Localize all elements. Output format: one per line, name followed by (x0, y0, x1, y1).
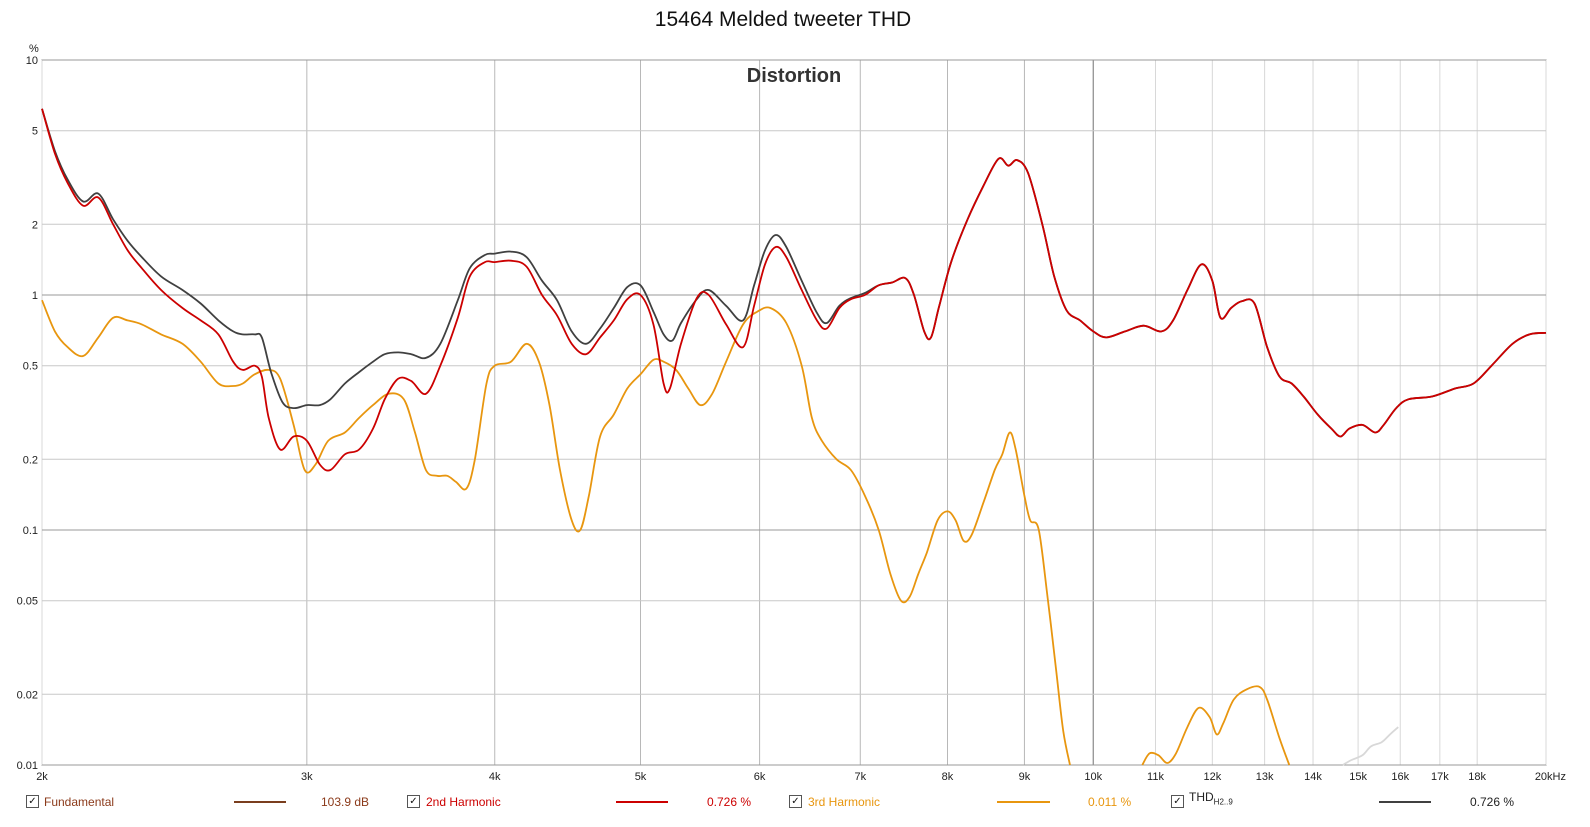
x-tick-label: 5k (635, 771, 647, 783)
x-tick-label: 8k (942, 771, 954, 783)
legend-line-2nd-harmonic (616, 801, 668, 803)
legend-label-fundamental: Fundamental (44, 795, 115, 809)
x-tick-label: 12k (1203, 771, 1221, 783)
y-tick-label: 0.5 (23, 361, 38, 373)
x-tick-label: 7k (854, 771, 866, 783)
x-tick-label: 6k (754, 771, 766, 783)
x-axis-ticks: 2k 3k 4k 5k 6k 7k 8k 9k 10k 11k 12k 13k 14k 15k 16k 17k… (36, 771, 1566, 783)
series-line-3rd-harmonic (1141, 685, 1291, 766)
x-tick-label: 13k (1256, 771, 1274, 783)
legend-value-thd: 0.726 % (1470, 795, 1515, 809)
x-tick-label: 15k (1349, 771, 1367, 783)
x-tick-label: 20kHz (1535, 771, 1566, 783)
x-tick-label: 2k (36, 771, 48, 783)
series-line-2nd-harmonic (41, 108, 1547, 472)
y-tick-label: 0.02 (17, 689, 38, 701)
legend-value-fundamental: 103.9 dB (321, 795, 370, 809)
y-tick-label: 0.05 (17, 596, 38, 608)
chart-title: 15464 Melded tweeter THD (654, 8, 912, 31)
legend-item-fundamental[interactable]: ✓ Fundamental 103.9 dB (26, 794, 526, 810)
grid-lines (41, 59, 1547, 766)
x-tick-label: 9k (1019, 771, 1031, 783)
x-tick-label: 4k (489, 771, 501, 783)
3rd-harmonic-checkbox[interactable]: ✓ (789, 795, 802, 808)
y-tick-label: 2 (32, 219, 38, 231)
legend-item-2nd-harmonic[interactable]: ✓ 2nd Harmonic 0.726 % (407, 794, 807, 810)
legend-item-3rd-harmonic[interactable]: ✓ 3rd Harmonic 0.011 % (789, 794, 1189, 810)
y-tick-label: 5 (32, 126, 38, 138)
legend-item-thd[interactable]: ✓ THDH2..9 0.726 % (1171, 790, 1561, 810)
x-tick-label: 3k (301, 771, 313, 783)
y-tick-label: 0.01 (17, 760, 38, 772)
y-tick-label: 10 (26, 55, 38, 67)
y-tick-label: 0.1 (23, 525, 38, 537)
fundamental-checkbox[interactable]: ✓ (26, 795, 39, 808)
inner-title: Distortion (747, 65, 841, 87)
y-axis-ticks: 10 5 2 1 0.5 0.2 0.1 0.05 0.02 0.01 (17, 55, 38, 772)
x-tick-label: 10k (1084, 771, 1102, 783)
legend-label-3rd-harmonic: 3rd Harmonic (808, 795, 881, 809)
legend-label-2nd-harmonic: 2nd Harmonic (426, 795, 501, 809)
x-tick-label: 14k (1304, 771, 1322, 783)
thd-label-subscript: H2..9 (1213, 797, 1233, 807)
y-tick-label: 0.2 (23, 454, 38, 466)
x-tick-label: 17k (1431, 771, 1449, 783)
legend-line-3rd-harmonic (997, 801, 1050, 803)
legend-value-2nd-harmonic: 0.726 % (707, 795, 752, 809)
x-tick-label: 16k (1391, 771, 1409, 783)
y-tick-label: 1 (32, 290, 38, 302)
thd-checkbox[interactable]: ✓ (1171, 795, 1184, 808)
x-tick-label: 11k (1147, 771, 1164, 783)
thd-label-text: THD (1189, 790, 1214, 804)
legend-value-3rd-harmonic: 0.011 % (1088, 795, 1132, 809)
series-line-fundamental (1342, 726, 1399, 766)
y-axis-unit: % (29, 43, 39, 55)
legend: ✓ Fundamental 103.9 dB ✓ 2nd Harmonic 0.… (0, 790, 1566, 814)
2nd-harmonic-checkbox[interactable]: ✓ (407, 795, 420, 808)
legend-line-fundamental (234, 801, 286, 803)
legend-line-thd (1379, 801, 1431, 803)
data-series (41, 108, 1547, 766)
legend-label-thd: THDH2..9 (1189, 790, 1233, 806)
plot-area (41, 59, 1547, 766)
x-tick-label: 18k (1468, 771, 1486, 783)
distortion-chart: 10 5 2 1 0.5 0.2 0.1 0.05 0.02 0.01 2k 3k 4k 5k 6k 7k 8… (17, 43, 1566, 783)
